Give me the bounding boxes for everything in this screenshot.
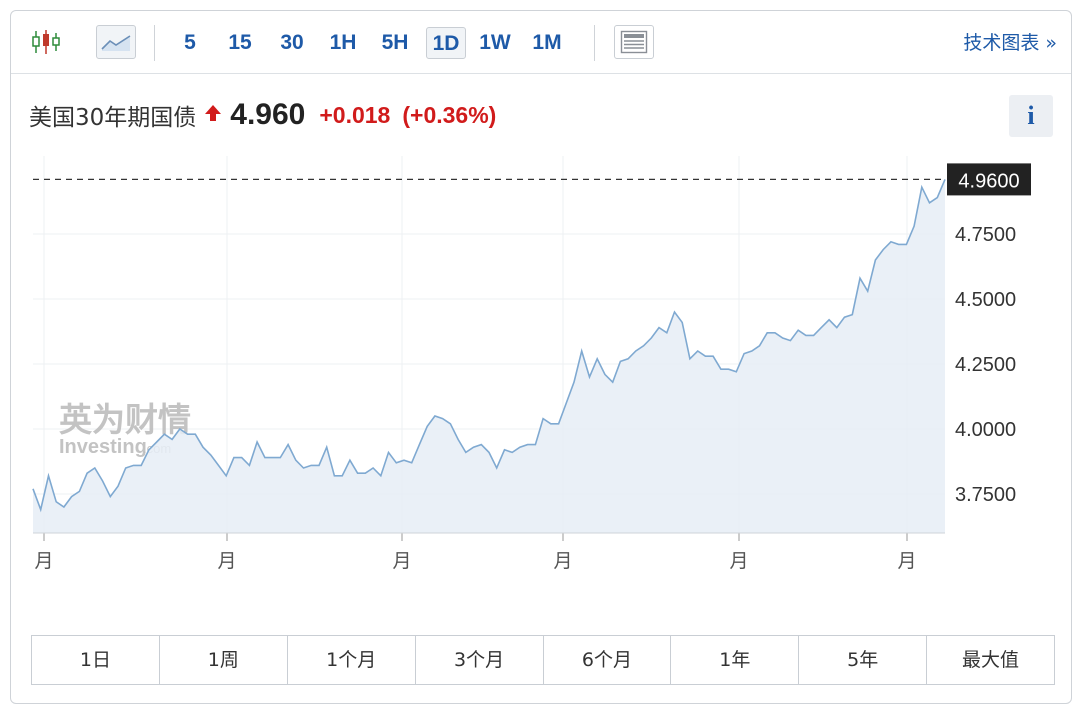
range-3m[interactable]: 3个月 <box>416 636 544 684</box>
range-max[interactable]: 最大值 <box>962 649 1020 671</box>
interval-1h[interactable]: 1H <box>329 31 357 54</box>
y-tick-label: 4.7500 <box>955 224 1016 246</box>
line-chart-icon[interactable] <box>96 25 136 59</box>
interval-1w[interactable]: 1W <box>479 31 511 54</box>
price-change: +0.018 <box>319 101 391 128</box>
range-6m[interactable]: 6个月 <box>544 636 672 684</box>
y-tick-label: 4.5000 <box>955 289 1016 311</box>
time-range-selector: 1日 1周 1个月 3个月 6个月 1年 5年 最大值 <box>31 635 1055 685</box>
interval-5[interactable]: 5 <box>184 31 196 54</box>
y-tick-label: 3.7500 <box>955 484 1016 506</box>
interval-15[interactable]: 15 <box>228 31 252 54</box>
range-1w[interactable]: 1周 <box>160 636 288 684</box>
candlestick-chart-icon[interactable] <box>29 25 63 59</box>
price-change-percent: (+0.36%) <box>402 101 497 128</box>
x-tick-label: 月 <box>897 550 916 572</box>
last-value-badge <box>947 163 1031 196</box>
arrow-up-icon <box>204 104 222 126</box>
quote-header: 美国30年期国债 4.960 +0.018 (+0.36%) <box>29 95 496 135</box>
instrument-name: 美国30年期国债 <box>29 105 197 131</box>
info-button[interactable]: i <box>1009 95 1053 137</box>
price-chart: 3.7500 4.0000 4.2500 4.5000 4.7500 月 月 月 月 月 月 英为财情… <box>32 156 1031 572</box>
news-panel-icon[interactable] <box>614 25 654 59</box>
interval-5h[interactable]: 5H <box>381 31 409 54</box>
interval-30[interactable]: 30 <box>280 31 304 54</box>
range-1d[interactable]: 1日 <box>32 636 160 684</box>
chart-widget: 5 15 30 1H 5H 1D 1W 1M 技术图表 » 美国30年期国债 4… <box>10 10 1072 704</box>
range-1y[interactable]: 1年 <box>671 636 800 684</box>
last-price: 4.960 <box>230 98 306 131</box>
x-tick-label: 月 <box>217 550 236 572</box>
y-tick-label: 4.0000 <box>955 419 1016 441</box>
technical-chart-link[interactable]: 技术图表 » <box>963 32 1057 54</box>
x-tick-label: 月 <box>34 550 53 572</box>
toolbar-divider <box>154 25 155 61</box>
x-tick-label: 月 <box>392 550 411 572</box>
interval-1d[interactable]: 1D <box>426 27 466 59</box>
toolbar: 5 15 30 1H 5H 1D 1W 1M 技术图表 » <box>11 11 1071 74</box>
toolbar-divider <box>594 25 595 61</box>
watermark-brand-cn: 英为财情 <box>59 400 191 439</box>
x-tick-label: 月 <box>729 550 748 572</box>
y-tick-label: 4.2500 <box>955 354 1016 376</box>
interval-1m[interactable]: 1M <box>532 31 562 54</box>
range-5y[interactable]: 5年 <box>799 636 928 684</box>
watermark-brand-en: Investing <box>59 436 147 458</box>
series-line <box>32 179 946 513</box>
last-value-label: 4.9600 <box>958 170 1019 192</box>
x-tick-label: 月 <box>553 550 572 572</box>
series-area <box>33 179 945 533</box>
range-1m[interactable]: 1个月 <box>288 636 416 684</box>
